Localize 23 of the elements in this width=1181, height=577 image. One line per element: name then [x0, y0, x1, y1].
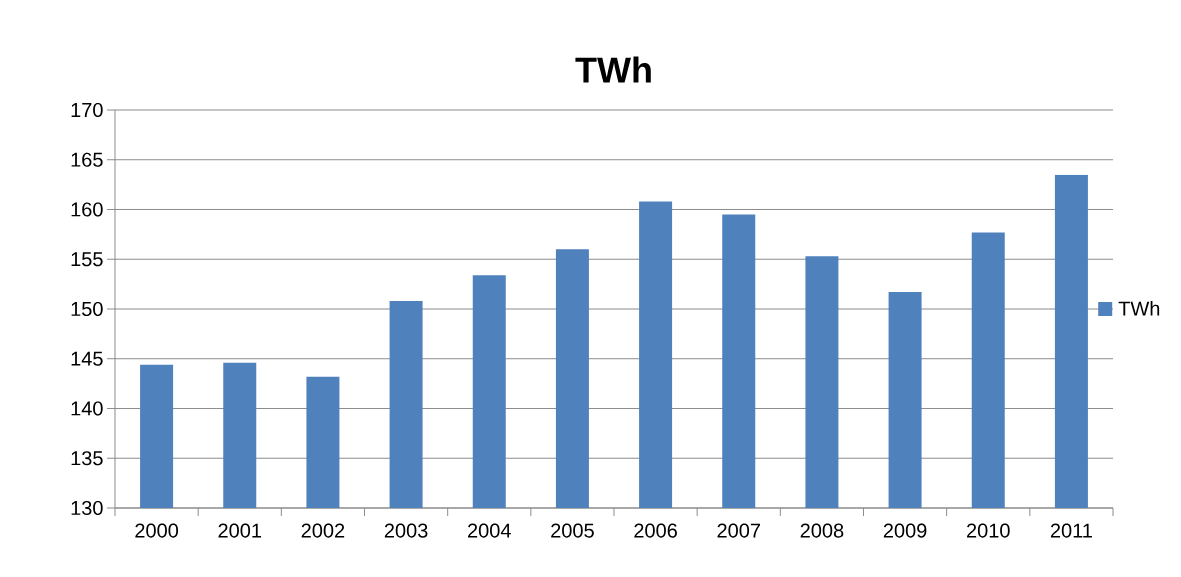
x-tick-label: 2005 — [551, 523, 594, 538]
y-tick-label: 165 — [71, 152, 103, 167]
x-tick-label: 2011 — [1050, 523, 1092, 538]
x-tick-label: 2006 — [634, 523, 677, 538]
x-tick-label: 2007 — [717, 523, 760, 538]
y-tick-label: 145 — [71, 351, 103, 366]
y-tick-label: 135 — [71, 451, 103, 466]
x-tick-label: 2002 — [301, 523, 345, 538]
y-tick-label: 170 — [71, 102, 103, 118]
x-tick-label: 2008 — [800, 523, 844, 538]
x-tick-label: 2004 — [468, 523, 511, 538]
x-tick-label: 2010 — [967, 523, 1010, 538]
x-tick-label: 2000 — [135, 523, 179, 538]
x-tick-label: 2001 — [218, 523, 262, 538]
chart-title: TWh — [575, 56, 651, 83]
y-tick-label: 160 — [71, 202, 103, 217]
y-tick-label: 155 — [71, 252, 103, 267]
x-tick-label: 2009 — [883, 523, 927, 538]
x-tick-label: 2003 — [384, 523, 428, 538]
y-tick-label: 130 — [71, 500, 103, 516]
legend-label: TWh — [1118, 300, 1160, 316]
y-tick-label: 150 — [71, 301, 103, 317]
y-tick-label: 140 — [71, 401, 103, 416]
